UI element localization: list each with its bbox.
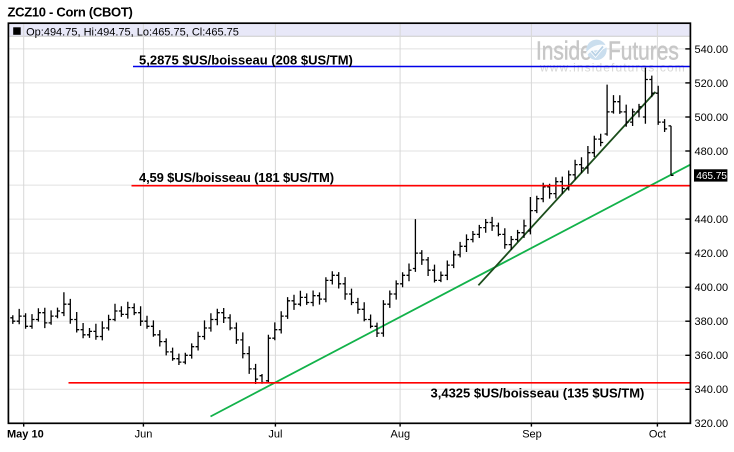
- svg-text:320.00: 320.00: [695, 418, 729, 430]
- svg-text:Jun: Jun: [135, 428, 153, 440]
- svg-text:Aug: Aug: [391, 428, 411, 440]
- svg-text:ZCZ10 - Corn (CBOT): ZCZ10 - Corn (CBOT): [8, 5, 133, 20]
- svg-text:465.75: 465.75: [696, 171, 727, 182]
- svg-text:3,4325 $US/boisseau (135 $US/T: 3,4325 $US/boisseau (135 $US/TM): [431, 385, 645, 400]
- svg-text:420.00: 420.00: [695, 248, 729, 260]
- svg-text:540.00: 540.00: [695, 44, 729, 56]
- svg-text:4,59 $US/boisseau (181 $US/TM): 4,59 $US/boisseau (181 $US/TM): [139, 170, 334, 185]
- svg-text:380.00: 380.00: [695, 316, 729, 328]
- svg-text:5,2875 $US/boisseau (208 $US/T: 5,2875 $US/boisseau (208 $US/TM): [139, 53, 353, 68]
- svg-text:Oct: Oct: [649, 428, 666, 440]
- svg-text:400.00: 400.00: [695, 282, 729, 294]
- svg-text:Futures: Futures: [608, 37, 679, 65]
- svg-text:Sep: Sep: [522, 428, 542, 440]
- svg-text:520.00: 520.00: [695, 78, 729, 90]
- svg-text:May 10: May 10: [7, 428, 44, 440]
- svg-text:480.00: 480.00: [695, 146, 729, 158]
- svg-text:360.00: 360.00: [695, 350, 729, 362]
- svg-text:Jul: Jul: [268, 428, 282, 440]
- svg-text:www.insidefutures.com: www.insidefutures.com: [539, 61, 686, 75]
- svg-text:Op:494.75, Hi:494.75, Lo:465.7: Op:494.75, Hi:494.75, Lo:465.75, Cl:465.…: [26, 26, 239, 38]
- svg-text:Inside: Inside: [536, 37, 592, 65]
- svg-text:340.00: 340.00: [695, 384, 729, 396]
- svg-text:440.00: 440.00: [695, 214, 729, 226]
- svg-text:500.00: 500.00: [695, 112, 729, 124]
